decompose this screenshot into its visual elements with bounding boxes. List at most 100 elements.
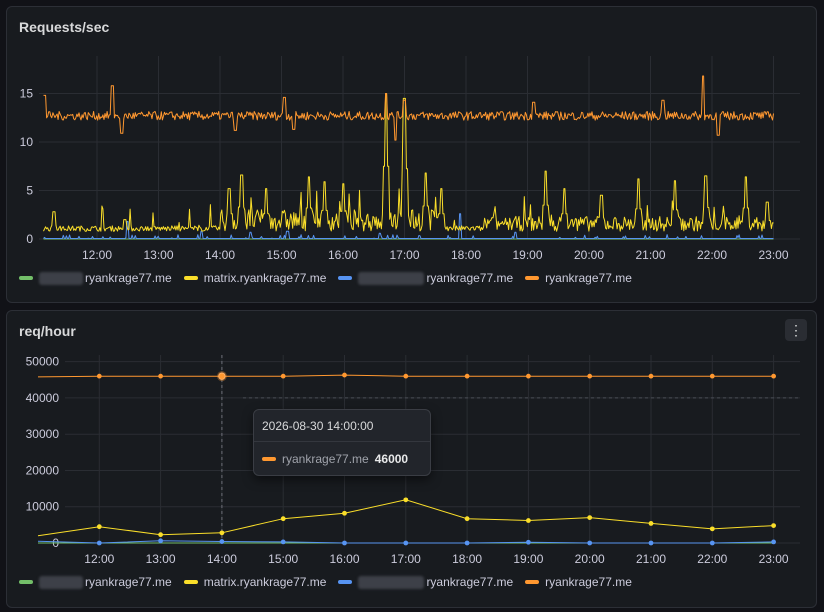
x-tick-label: 13:00 [146, 552, 176, 566]
requests-per-sec-chart[interactable]: 0 5 10 15 12:00 13:00 14:00 15:00 16:00 17:00 18:0… [7, 7, 818, 304]
data-point [709, 540, 715, 546]
series-color-swatch [525, 580, 540, 584]
data-point [771, 373, 776, 379]
y-tick-label: 0 [26, 232, 33, 246]
data-point [96, 373, 102, 379]
legend-item[interactable]: ryankrage77.me [338, 271, 513, 285]
series-color-swatch [183, 276, 198, 280]
legend-label: ryankrage77.me [545, 271, 632, 285]
x-tick-label: 19:00 [513, 552, 543, 566]
legend-item[interactable]: ryankrage77.me [525, 271, 632, 285]
data-point [464, 516, 470, 522]
legend-item[interactable]: ryankrage77.me [19, 575, 172, 589]
x-tick-label: 20:00 [575, 552, 605, 566]
x-tick-label: 18:00 [452, 552, 482, 566]
requests-per-sec-panel: Requests/sec 0 5 10 15 12:00 13:00 14:00 15:00 1… [6, 6, 817, 303]
data-point [771, 539, 776, 545]
data-point [219, 530, 225, 536]
chart-legend: ryankrage77.me matrix.ryankrage77.me ryank… [19, 575, 644, 589]
data-point [342, 372, 347, 378]
data-point [280, 516, 286, 522]
legend-item[interactable]: ryankrage77.me [19, 271, 172, 285]
y-tick-label: 15 [20, 87, 34, 101]
data-point [158, 538, 164, 544]
hover-point [218, 372, 226, 380]
series-line [43, 93, 774, 232]
redacted-text [358, 271, 425, 285]
tooltip-time: 2026-08-30 14:00:00 [262, 419, 374, 433]
series-color-swatch [19, 580, 33, 584]
panel-title: req/hour [19, 323, 76, 339]
legend-item[interactable]: matrix.ryankrage77.me [183, 271, 327, 285]
series-color-swatch [338, 276, 353, 280]
data-point [526, 518, 531, 523]
data-point [464, 540, 470, 546]
x-tick-label: 16:00 [329, 552, 359, 566]
x-tick-label: 23:00 [758, 248, 788, 262]
series-color-swatch [338, 580, 353, 584]
data-point [709, 373, 715, 379]
x-tick-label: 22:00 [697, 248, 727, 262]
x-tick-label: 12:00 [84, 552, 114, 566]
series-color-swatch [19, 276, 33, 280]
data-point [587, 540, 593, 546]
x-tick-label: 23:00 [759, 552, 789, 566]
data-point [280, 373, 286, 379]
legend-item[interactable]: matrix.ryankrage77.me [183, 575, 327, 589]
x-tick-label: 13:00 [143, 248, 173, 262]
data-point [648, 373, 654, 379]
data-point [158, 532, 164, 538]
data-point [526, 373, 531, 379]
x-tick-label: 15:00 [266, 248, 296, 262]
series-line [43, 75, 774, 141]
redacted-text [358, 575, 425, 589]
legend-label: matrix.ryankrage77.me [203, 575, 327, 589]
x-tick-label: 15:00 [268, 552, 298, 566]
x-tick-label: 22:00 [697, 552, 727, 566]
x-tick-label: 14:00 [205, 248, 235, 262]
legend-label: ryankrage77.me [85, 575, 172, 589]
series-color-swatch [262, 457, 276, 461]
tooltip-row: ryankrage77.me 46000 [262, 452, 408, 466]
data-point [280, 539, 286, 545]
data-point [403, 540, 409, 546]
data-point [587, 515, 593, 521]
x-tick-label: 17:00 [389, 248, 419, 262]
legend-label: ryankrage77.me [426, 575, 514, 589]
x-tick-label: 16:00 [328, 248, 358, 262]
data-point [403, 497, 409, 503]
legend-label: ryankrage77.me [85, 271, 172, 285]
legend-item[interactable]: ryankrage77.me [338, 575, 513, 589]
x-tick-label: 17:00 [391, 552, 421, 566]
y-tick-label: 50000 [26, 355, 60, 369]
x-tick-label: 21:00 [635, 248, 665, 262]
data-point [158, 373, 164, 379]
redacted-text [39, 575, 83, 589]
x-tick-label: 19:00 [512, 248, 542, 262]
panel-menu-button[interactable]: ⋮ [785, 319, 807, 341]
tooltip-series-name: ryankrage77.me [282, 452, 369, 466]
legend-label: ryankrage77.me [426, 271, 514, 285]
hover-tooltip: 2026-08-30 14:00:00 ryankrage77.me 46000 [253, 409, 431, 476]
x-tick-label: 14:00 [207, 552, 237, 566]
legend-item[interactable]: ryankrage77.me [525, 575, 632, 589]
chart-legend: ryankrage77.me matrix.ryankrage77.me ryank… [19, 271, 644, 285]
series-color-swatch [183, 580, 198, 584]
data-point [526, 539, 531, 545]
y-tick-label: 30000 [26, 427, 60, 441]
legend-label: ryankrage77.me [545, 575, 632, 589]
x-tick-label: 20:00 [574, 248, 604, 262]
legend-label: matrix.ryankrage77.me [203, 271, 327, 285]
series-color-swatch [525, 276, 540, 280]
y-tick-label: 10000 [26, 500, 60, 514]
tooltip-value: 46000 [374, 452, 409, 466]
data-point [342, 510, 347, 516]
data-point [587, 373, 593, 379]
data-point [709, 526, 715, 532]
data-point [648, 540, 654, 546]
data-point [219, 539, 225, 544]
data-point [648, 521, 654, 526]
y-tick-label: 10 [20, 135, 34, 149]
data-point [403, 373, 409, 379]
